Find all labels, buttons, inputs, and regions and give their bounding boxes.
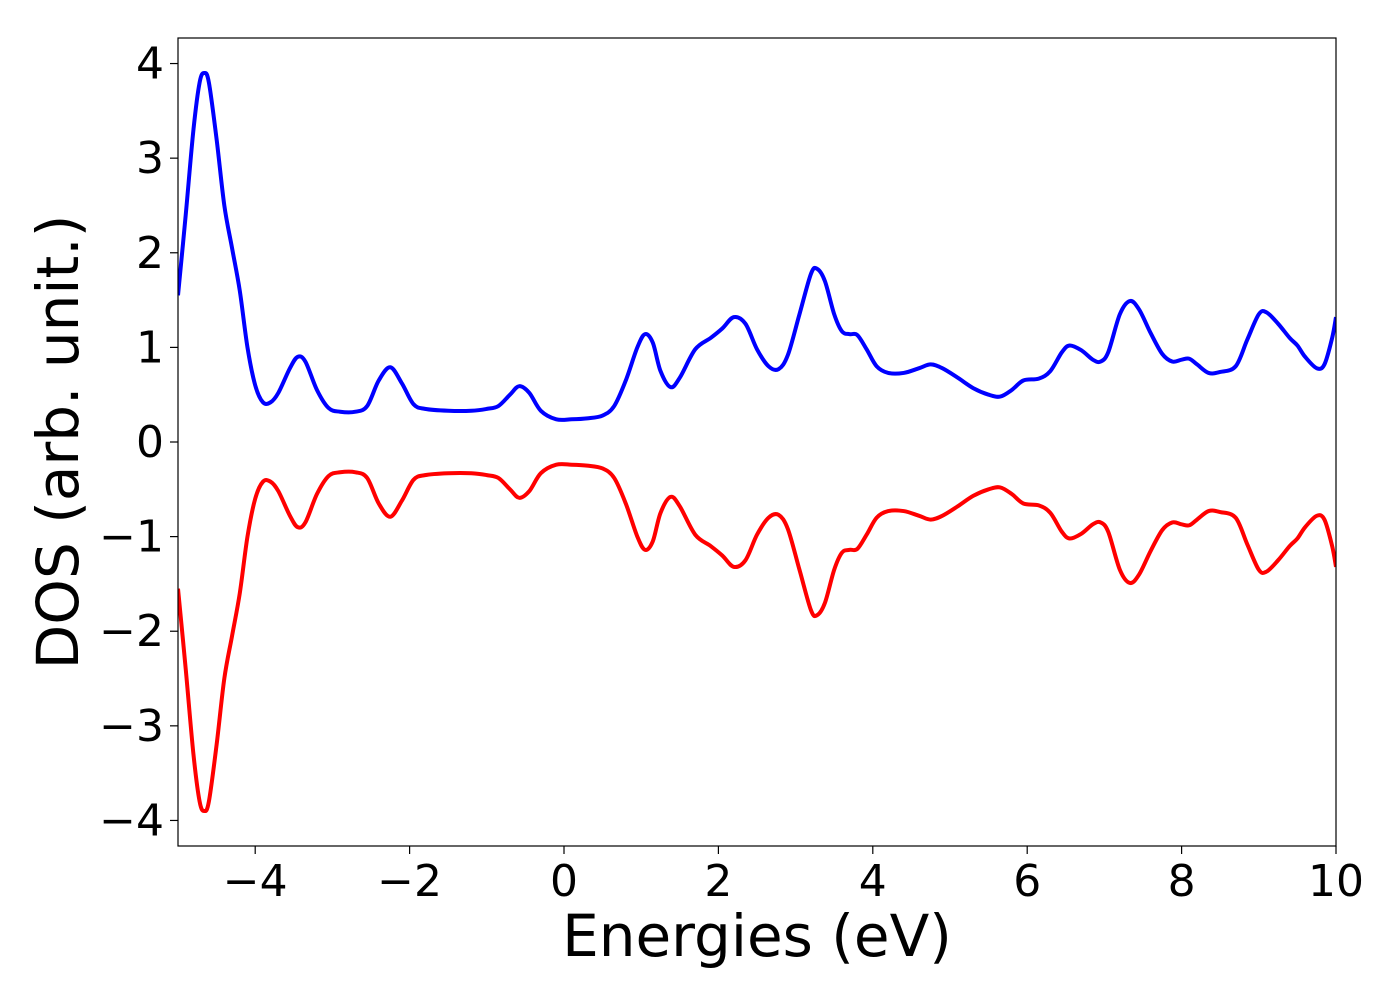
x-axis-ticks: −4 −2 0 2 4 6 8 10 xyxy=(223,846,1364,907)
x-tick-label: −4 xyxy=(223,856,288,907)
x-tick-label: 6 xyxy=(1013,856,1041,907)
y-tick-label: −4 xyxy=(99,795,164,846)
x-tick-label: 2 xyxy=(704,856,732,907)
y-tick-label: 2 xyxy=(136,228,164,279)
series-line-1 xyxy=(178,70,1336,422)
y-tick-label: 3 xyxy=(136,133,164,184)
y-tick-label: 4 xyxy=(136,39,164,90)
y-tick-label: −1 xyxy=(99,512,164,563)
x-tick-label: 10 xyxy=(1308,856,1364,907)
x-axis-title: Energies (eV) xyxy=(562,902,952,970)
x-tick-label: 8 xyxy=(1168,856,1196,907)
y-tick-label: −3 xyxy=(99,701,164,752)
y-tick-label: −2 xyxy=(99,606,164,657)
y-tick-label: 1 xyxy=(136,322,164,373)
x-tick-label: −2 xyxy=(377,856,442,907)
y-tick-label: 0 xyxy=(136,417,164,468)
series-layer xyxy=(178,70,1336,814)
x-tick-label: 4 xyxy=(859,856,887,907)
y-axis-ticks: 4 3 2 1 0 −1 −2 −3 −4 xyxy=(99,39,178,846)
series-line-2 xyxy=(178,462,1336,814)
y-axis-title: DOS (arb. unit.) xyxy=(24,215,92,670)
x-tick-label: 0 xyxy=(550,856,578,907)
plot-frame xyxy=(177,37,1337,847)
